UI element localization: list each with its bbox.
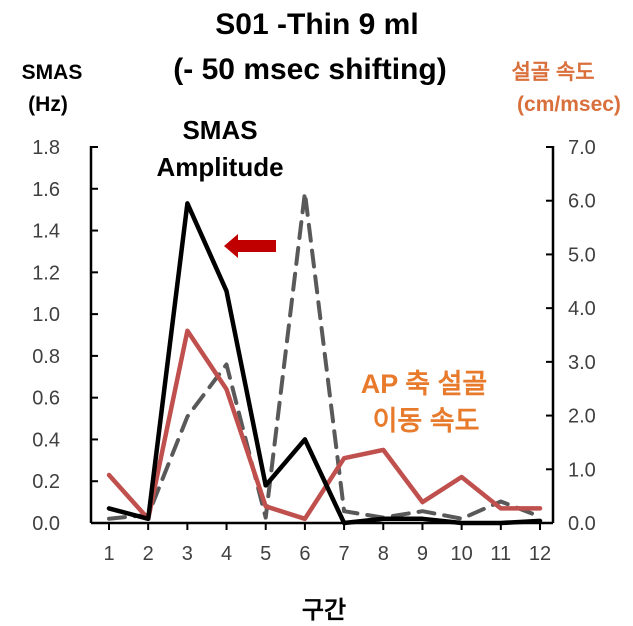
x-tick-label: 12 — [529, 543, 551, 565]
y-left-ticks: 0.0 0.2 0.4 0.6 0.8 1.0 1.2 1.4 1.6 1.8 — [32, 137, 98, 535]
y-left-tick-label: 0.4 — [32, 429, 60, 451]
smas-amplitude-label-line-1: SMAS — [182, 115, 257, 145]
y-left-tick-label: 1.0 — [32, 304, 60, 326]
y-right-tick-label: 1.0 — [568, 459, 596, 481]
y-right-tick-label: 6.0 — [568, 191, 596, 213]
y-right-tick-label: 5.0 — [568, 244, 596, 266]
y-left-tick-label: 1.2 — [32, 262, 60, 284]
y-left-tick-label: 1.4 — [32, 221, 60, 243]
x-tick-label: 10 — [451, 543, 473, 565]
x-tick-label: 2 — [143, 543, 154, 565]
series-layer — [106, 190, 543, 526]
ap-label-line-1: AP 축 설골 — [361, 369, 488, 399]
ap-label-line-2: 이동 속도 — [373, 406, 480, 436]
x-tick-label: 6 — [299, 543, 310, 565]
smas-amplitude-label-line-2: Amplitude — [156, 152, 283, 182]
y-right-tick-label: 3.0 — [568, 352, 596, 374]
chart-title-line-1: S01 -Thin 9 ml — [215, 8, 418, 41]
y-left-label-line-1: SMAS — [22, 61, 83, 84]
y-right-tick-label: 4.0 — [568, 298, 596, 320]
x-tick-label: 5 — [260, 543, 271, 565]
chart-title-line-2: (- 50 msec shifting) — [173, 53, 446, 86]
y-right-label-line-2: (cm/msec) — [517, 93, 621, 116]
y-left-tick-label: 1.6 — [32, 179, 60, 201]
y-left-tick-label: 0.6 — [32, 388, 60, 410]
left-arrow-icon — [224, 234, 276, 258]
y-right-label-line-1: 설골 속도 — [511, 61, 594, 84]
series-line-0 — [106, 201, 543, 526]
x-tick-label: 11 — [490, 543, 511, 565]
x-tick-label: 8 — [378, 543, 389, 565]
series-line-1 — [106, 328, 543, 522]
y-left-label-line-2: (Hz) — [28, 93, 68, 116]
y-left-tick-label: 0.2 — [32, 471, 60, 493]
x-ticks: 1 2 3 4 5 6 7 8 9 10 11 12 — [103, 523, 551, 565]
y-right-tick-label: 0.0 — [568, 513, 596, 535]
y-right-ticks: 0.0 1.0 2.0 3.0 4.0 5.0 6.0 7.0 — [546, 137, 596, 535]
y-right-tick-label: 2.0 — [568, 406, 596, 428]
x-tick-label: 1 — [103, 543, 114, 565]
x-tick-label: 9 — [417, 543, 428, 565]
x-tick-label: 3 — [182, 543, 193, 565]
x-tick-label: 4 — [221, 543, 232, 565]
y-left-tick-label: 0.0 — [32, 513, 60, 535]
series-line-2 — [107, 190, 542, 521]
x-axis-title: 구간 — [302, 597, 346, 624]
y-left-tick-label: 0.8 — [32, 346, 60, 368]
y-left-tick-label: 1.8 — [32, 137, 60, 159]
y-right-tick-label: 7.0 — [568, 137, 596, 159]
x-tick-label: 7 — [339, 543, 350, 565]
